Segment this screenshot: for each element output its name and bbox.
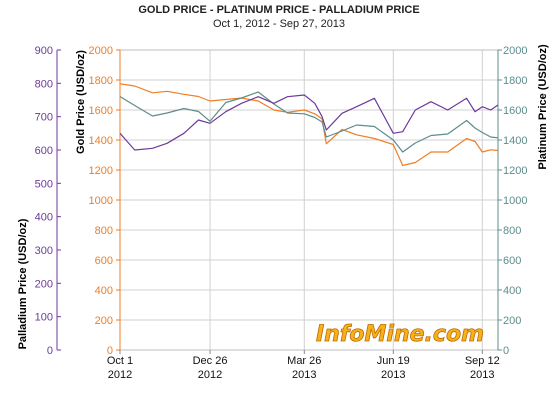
palladium-tick-label: 0 [47, 345, 53, 357]
x-tick-year-label: 2012 [108, 369, 132, 381]
platinum-tick-label: 1200 [503, 165, 527, 177]
platinum-tick-label: 2000 [503, 45, 527, 57]
gold-tick-label: 1000 [89, 195, 113, 207]
chart-subtitle: Oct 1, 2012 - Sep 27, 2013 [213, 18, 345, 30]
gold-tick-label: 2000 [89, 45, 113, 57]
x-tick-label: Oct 1 [107, 355, 133, 367]
gold-tick-label: 400 [95, 285, 113, 297]
x-tick-label: Dec 26 [193, 355, 228, 367]
gold-tick-label: 1600 [89, 105, 113, 117]
palladium-tick-label: 900 [35, 45, 53, 57]
platinum-tick-label: 200 [503, 315, 521, 327]
platinum-tick-label: 1000 [503, 195, 527, 207]
platinum-price-line [119, 91, 499, 153]
platinum-tick-label: 1600 [503, 105, 527, 117]
grid [119, 49, 498, 351]
palladium-tick-label: 700 [35, 112, 53, 124]
x-tick-label: Mar 26 [287, 355, 321, 367]
gold-axis-title: Gold Price (USD/oz) [75, 50, 87, 154]
palladium-tick-label: 200 [35, 278, 53, 290]
gold-tick-label: 800 [95, 225, 113, 237]
x-axis: Oct 1 2012 Dec 26 2012 Mar 26 2013 Jun 19 2013 S… [107, 350, 500, 381]
gold-tick-label: 1400 [89, 135, 113, 147]
palladium-tick-label: 500 [35, 178, 53, 190]
watermark-logo: InfoMine.com [316, 322, 484, 347]
palladium-tick-label: 600 [35, 145, 53, 157]
gold-tick-label: 1800 [89, 75, 113, 87]
gold-tick-label: 600 [95, 255, 113, 267]
series [119, 83, 499, 167]
palladium-tick-label: 400 [35, 212, 53, 224]
palladium-axis-title: Palladium Price (USD/oz) [17, 218, 29, 349]
gold-axis: 0 200 400 600 800 1000 1200 1400 1600 1800 2000 [89, 45, 121, 357]
palladium-tick-label: 800 [35, 78, 53, 90]
chart-title: GOLD PRICE - PLATINUM PRICE - PALLADIUM … [138, 4, 419, 16]
gold-tick-label: 0 [107, 345, 113, 357]
palladium-tick-label: 300 [35, 245, 53, 257]
x-tick-label: Sep 12 [465, 355, 500, 367]
palladium-tick-label: 100 [35, 312, 53, 324]
x-tick-year-label: 2013 [381, 369, 405, 381]
palladium-price-line [119, 94, 499, 151]
platinum-tick-label: 1800 [503, 75, 527, 87]
platinum-tick-label: 600 [503, 255, 521, 267]
x-tick-label: Jun 19 [377, 355, 410, 367]
platinum-axis: 0 200 400 600 800 1000 1200 1400 1600 1800 2000 [497, 45, 527, 357]
platinum-axis-title: Platinum Price (USD/oz) [537, 44, 549, 170]
gold-tick-label: 200 [95, 315, 113, 327]
platinum-tick-label: 400 [503, 285, 521, 297]
platinum-tick-label: 0 [503, 345, 509, 357]
x-tick-year-label: 2013 [470, 369, 494, 381]
palladium-axis: 0 100 200 300 400 500 600 700 800 900 [35, 45, 61, 357]
x-tick-year-label: 2013 [292, 369, 316, 381]
platinum-tick-label: 1400 [503, 135, 527, 147]
x-tick-year-label: 2012 [198, 369, 222, 381]
gold-price-line [119, 83, 499, 167]
gold-tick-label: 1200 [89, 165, 113, 177]
platinum-tick-label: 800 [503, 225, 521, 237]
